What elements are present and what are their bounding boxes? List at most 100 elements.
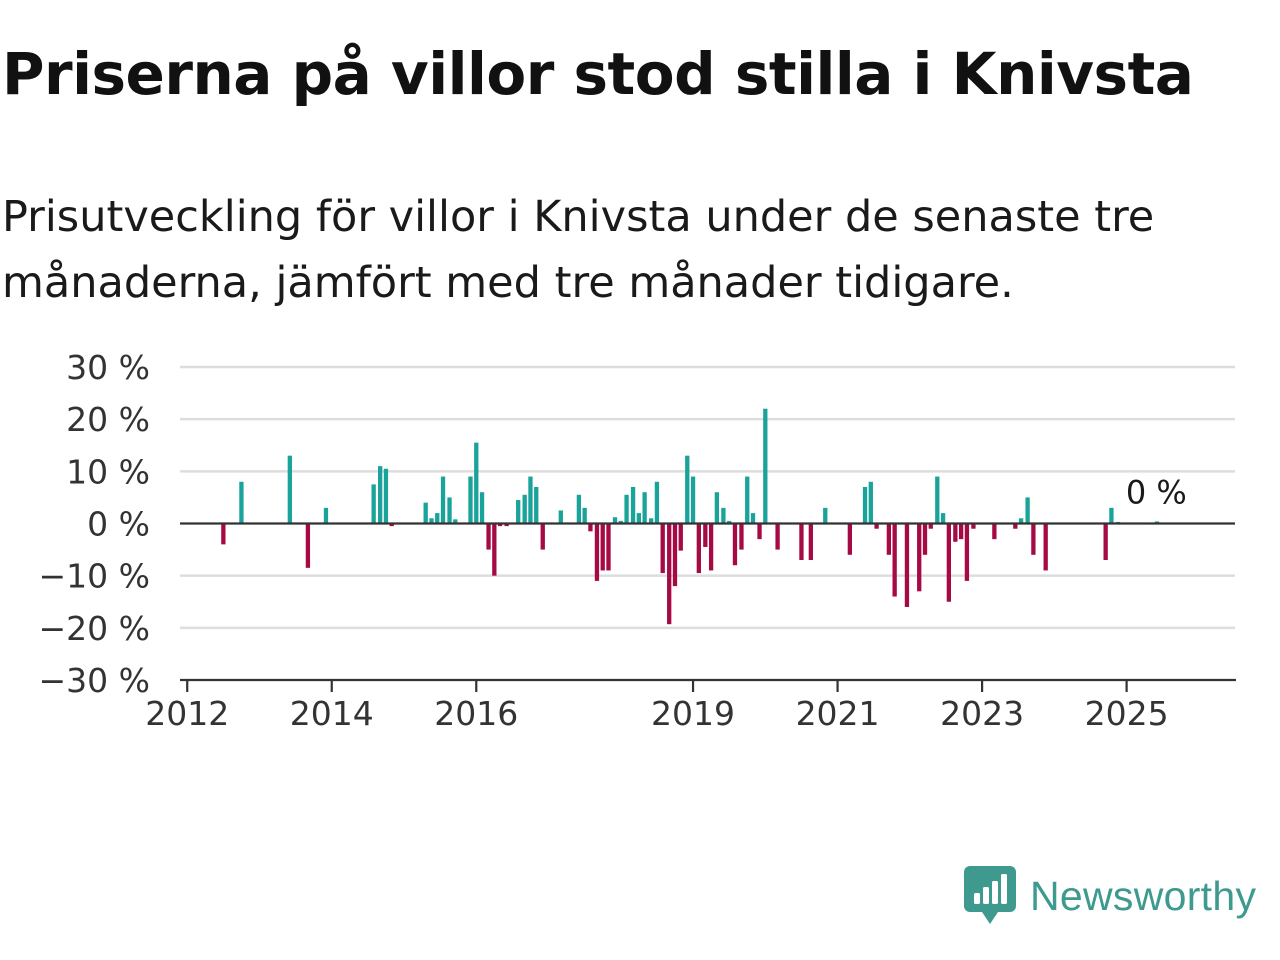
bar [588, 523, 593, 532]
x-tick-label: 2023 [940, 694, 1024, 733]
bar [667, 523, 672, 625]
bar [940, 513, 946, 524]
newsworthy-logo-icon [964, 866, 1016, 924]
bar [600, 523, 605, 571]
bar [648, 518, 654, 524]
brand-name: Newsworthy [1030, 872, 1257, 919]
bar [1031, 523, 1036, 555]
bar [672, 523, 678, 587]
bar [685, 455, 690, 524]
bar [323, 507, 329, 524]
bar [516, 500, 521, 524]
bar [474, 442, 479, 524]
bar [287, 455, 292, 524]
bar [708, 523, 714, 571]
bar [1025, 497, 1030, 524]
bar [423, 502, 428, 524]
bar [868, 481, 873, 524]
bar [892, 523, 897, 597]
bar [497, 523, 503, 527]
bar [750, 513, 756, 524]
y-tick-label: 20 % [66, 400, 150, 439]
bar [971, 523, 976, 529]
bar [630, 486, 636, 524]
bar [727, 520, 732, 524]
last-value-annotation: 0 % [1126, 474, 1187, 512]
bar [528, 476, 533, 524]
bar [874, 523, 879, 529]
y-axis-labels: 30 % 20 % 10 % 0 % −10 % −20 % −30 % [39, 348, 151, 700]
bar [371, 484, 376, 524]
bar [576, 494, 582, 524]
bar [775, 523, 780, 550]
x-tick-label: 2012 [145, 694, 229, 733]
bar [594, 523, 600, 581]
bar [624, 494, 629, 524]
bar [479, 492, 485, 524]
y-tick-label: −10 % [39, 557, 151, 596]
gridlines [180, 365, 1235, 630]
bar [992, 523, 997, 540]
bar [721, 507, 726, 524]
bar [522, 494, 527, 524]
bar [582, 507, 587, 524]
bar [468, 476, 473, 524]
bar [847, 523, 852, 555]
bar [862, 486, 868, 524]
bar [922, 523, 928, 555]
bar [383, 468, 389, 524]
bars [221, 408, 1160, 625]
bar [447, 497, 452, 524]
bar [678, 523, 683, 551]
bar [305, 523, 311, 568]
bar [1109, 507, 1114, 524]
bar [440, 476, 446, 524]
bar [886, 523, 892, 555]
bar [958, 523, 964, 540]
x-tick-label: 2014 [290, 694, 374, 733]
bar [703, 523, 708, 547]
bar [904, 523, 910, 607]
y-tick-label: 10 % [66, 452, 150, 491]
x-tick-label: 2025 [1085, 694, 1169, 733]
y-tick-label: −30 % [39, 661, 151, 700]
bar [799, 523, 804, 561]
bar [964, 523, 970, 581]
bar [660, 523, 665, 574]
bar [492, 523, 497, 576]
chart-title: Priserna på villor stod stilla i Knivsta [2, 40, 1194, 108]
x-tick-label: 2019 [651, 694, 735, 733]
bar [435, 513, 440, 524]
bar [429, 518, 434, 524]
bar [453, 519, 458, 524]
bar [763, 408, 768, 524]
bar-chart: 30 %20 %10 %0 %−10 %−20 %−30 % 2012 2014 2… [39, 348, 1236, 733]
bar [378, 466, 383, 524]
bar [690, 476, 696, 524]
bar [558, 510, 563, 524]
y-tick-label: 0 % [87, 505, 150, 544]
bar [1043, 523, 1048, 571]
bar [636, 513, 641, 524]
bar [534, 486, 539, 524]
brand-logo: Newsworthy [964, 866, 1256, 926]
chart-subtitle: Prisutveckling för villor i Knivsta unde… [2, 192, 1155, 308]
y-tick-label: 30 % [66, 348, 150, 387]
bar [642, 492, 647, 524]
bar [946, 523, 951, 602]
bar [745, 476, 750, 524]
bar [757, 523, 762, 540]
bar [540, 523, 545, 550]
bar [618, 520, 623, 524]
bar [935, 476, 940, 524]
bar [612, 517, 618, 524]
bar [739, 523, 744, 550]
bar [1103, 523, 1108, 561]
bar [221, 523, 226, 545]
x-tick-label: 2016 [434, 694, 518, 733]
bar [953, 523, 958, 542]
bar [389, 523, 394, 527]
bar [696, 523, 701, 574]
bar [654, 481, 660, 524]
bar [732, 523, 738, 566]
